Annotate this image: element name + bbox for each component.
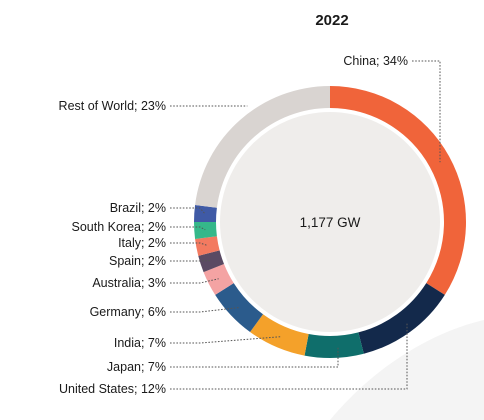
label-italy: Italy; 2% xyxy=(118,236,166,250)
label-brazil: Brazil; 2% xyxy=(110,201,166,215)
label-india: India; 7% xyxy=(114,336,166,350)
slice-spain xyxy=(198,250,225,273)
center-total-label: 1,177 GW xyxy=(300,215,361,230)
leader-line-south-korea xyxy=(170,226,206,231)
slice-south-korea xyxy=(194,222,217,240)
slice-japan xyxy=(304,332,364,358)
label-rest-of-world: Rest of World; 23% xyxy=(59,99,166,113)
label-japan: Japan; 7% xyxy=(107,360,166,374)
slice-labels: China; 34% United States; 12% Japan; 7% Ind… xyxy=(59,54,441,396)
slice-brazil xyxy=(194,204,217,222)
slice-china xyxy=(330,86,466,295)
slice-italy xyxy=(195,236,220,256)
leader-line-japan xyxy=(170,346,339,368)
leader-line-united-states xyxy=(170,323,408,390)
label-germany: Germany; 6% xyxy=(90,305,166,319)
slice-australia xyxy=(203,263,234,295)
leader-line-brazil xyxy=(170,207,206,215)
donut-hole xyxy=(220,112,440,332)
leader-line-australia xyxy=(170,278,219,284)
leader-line-china xyxy=(412,60,441,163)
donut-ring xyxy=(194,86,466,358)
label-australia: Australia; 3% xyxy=(92,276,166,290)
label-china: China; 34% xyxy=(343,54,408,68)
leader-line-italy xyxy=(170,242,208,246)
label-spain: Spain; 2% xyxy=(109,254,166,268)
slice-united-states xyxy=(358,283,445,354)
label-united-states: United States; 12% xyxy=(59,382,166,396)
label-south-korea: South Korea; 2% xyxy=(71,220,166,234)
chart-title: 2022 xyxy=(315,12,348,29)
leader-line-india xyxy=(170,336,281,344)
slice-germany xyxy=(215,283,263,333)
slice-rest-of-world xyxy=(195,86,330,208)
leader-line-germany xyxy=(170,307,239,313)
slice-india xyxy=(250,314,309,356)
